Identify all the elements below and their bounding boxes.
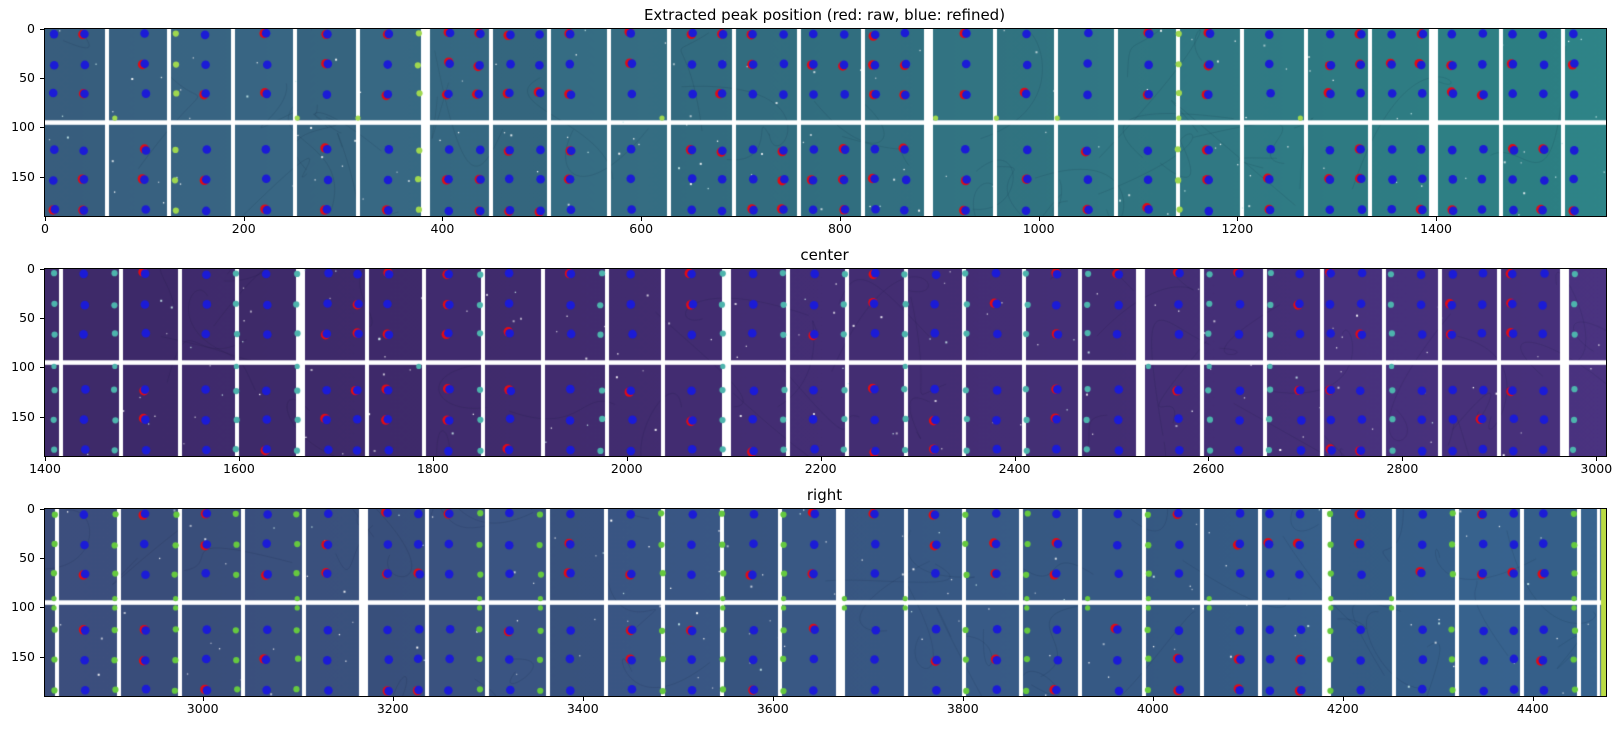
subplot-right-axes <box>44 508 1607 697</box>
x-tick-label: 1200 <box>1221 221 1254 236</box>
y-tick-label: 50 <box>19 550 35 566</box>
x-tick-mark <box>45 217 46 221</box>
subplot-top-title: Extracted peak position (red: raw, blue:… <box>643 6 1006 24</box>
x-tick-label: 1400 <box>29 461 61 476</box>
x-tick-label: 2200 <box>804 461 837 476</box>
y-tick-mark <box>40 509 44 510</box>
x-tick-label: 4000 <box>1136 701 1169 716</box>
x-tick-mark <box>45 457 46 461</box>
subplot-top-axes <box>44 28 1607 217</box>
x-tick-label: 0 <box>41 221 49 236</box>
y-tick-mark <box>40 269 44 270</box>
x-tick-mark <box>432 457 434 461</box>
y-tick-label: 100 <box>11 359 35 375</box>
x-tick-label: 1600 <box>223 461 255 476</box>
x-tick-mark <box>1152 697 1154 701</box>
y-tick-mark <box>40 558 44 560</box>
detector-image-canvas-center <box>45 269 1606 456</box>
x-tick-label: 2000 <box>610 461 643 476</box>
subplot-right-title: right <box>806 486 843 504</box>
y-tick-label: 150 <box>11 648 35 664</box>
y-tick-label: 50 <box>19 70 35 86</box>
x-tick-label: 3000 <box>1580 461 1613 476</box>
x-tick-label: 200 <box>231 221 256 236</box>
y-tick-label: 100 <box>11 599 35 615</box>
x-tick-label: 400 <box>430 221 455 236</box>
y-tick-mark <box>40 29 44 30</box>
x-tick-label: 1400 <box>1420 221 1452 236</box>
x-tick-label: 4200 <box>1326 701 1359 716</box>
y-tick-mark <box>40 656 44 658</box>
y-tick-mark <box>40 416 44 418</box>
y-tick-label: 50 <box>19 310 35 326</box>
x-tick-label: 1800 <box>416 461 449 476</box>
x-tick-mark <box>1342 697 1344 701</box>
x-tick-label: 3400 <box>566 701 599 716</box>
x-tick-mark <box>1596 457 1598 461</box>
x-tick-mark <box>1532 697 1534 701</box>
x-tick-label: 800 <box>827 221 852 236</box>
subplot-center: center 1400 1600 1800 2000 2200 2400 2600 2800 3… <box>0 246 1613 498</box>
x-tick-label: 600 <box>629 221 654 236</box>
x-tick-label: 4400 <box>1516 701 1549 716</box>
y-tick-label: 150 <box>11 168 35 184</box>
x-tick-mark <box>202 697 204 701</box>
y-tick-label: 0 <box>27 21 35 36</box>
y-tick-mark <box>40 318 44 320</box>
x-tick-mark <box>1237 217 1239 221</box>
x-tick-label: 1000 <box>1022 221 1055 236</box>
x-tick-label: 2400 <box>998 461 1031 476</box>
y-tick-label: 100 <box>11 119 35 135</box>
y-tick-label: 0 <box>27 261 35 276</box>
y-tick-mark <box>40 607 44 609</box>
y-tick-mark <box>40 367 44 369</box>
x-tick-mark <box>839 217 841 221</box>
x-tick-mark <box>1014 457 1016 461</box>
x-tick-mark <box>392 697 394 701</box>
y-tick-label: 0 <box>27 501 35 516</box>
x-tick-mark <box>641 217 643 221</box>
y-tick-mark <box>40 127 44 129</box>
x-tick-label: 3200 <box>376 701 409 716</box>
detector-image-canvas-top <box>45 29 1606 216</box>
x-tick-mark <box>962 697 964 701</box>
x-tick-mark <box>820 457 822 461</box>
x-tick-label: 2600 <box>1192 461 1225 476</box>
x-tick-mark <box>1038 217 1040 221</box>
detector-image-canvas-right <box>45 509 1606 696</box>
subplot-center-title: center <box>800 246 849 264</box>
x-tick-mark <box>772 697 774 701</box>
x-tick-label: 2800 <box>1386 461 1419 476</box>
x-tick-label: 3000 <box>186 701 219 716</box>
y-tick-mark <box>40 176 44 178</box>
x-tick-mark <box>626 457 628 461</box>
x-tick-mark <box>243 217 245 221</box>
subplot-center-axes <box>44 268 1607 457</box>
x-tick-mark <box>238 457 240 461</box>
y-tick-mark <box>40 78 44 80</box>
subplot-right: right 3000 3200 3400 3600 3800 4000 4200 4400 0 5… <box>0 486 1613 738</box>
subplot-top: Extracted peak position (red: raw, blue:… <box>0 6 1613 258</box>
x-tick-label: 3600 <box>756 701 789 716</box>
x-tick-mark <box>1208 457 1210 461</box>
x-tick-mark <box>1402 457 1404 461</box>
x-tick-mark <box>1436 217 1438 221</box>
x-tick-mark <box>442 217 444 221</box>
y-tick-label: 150 <box>11 408 35 424</box>
x-tick-label: 3800 <box>946 701 979 716</box>
x-tick-mark <box>582 697 584 701</box>
